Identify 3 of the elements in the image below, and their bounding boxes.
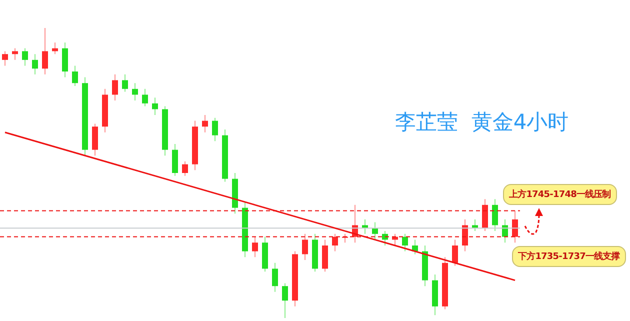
annotation: 下方1735-1737一线支撑 [512,246,626,267]
text: 李芷莹 黄金4小时 [395,109,569,136]
annotation: 上方1745-1748一线压制 [503,184,617,205]
